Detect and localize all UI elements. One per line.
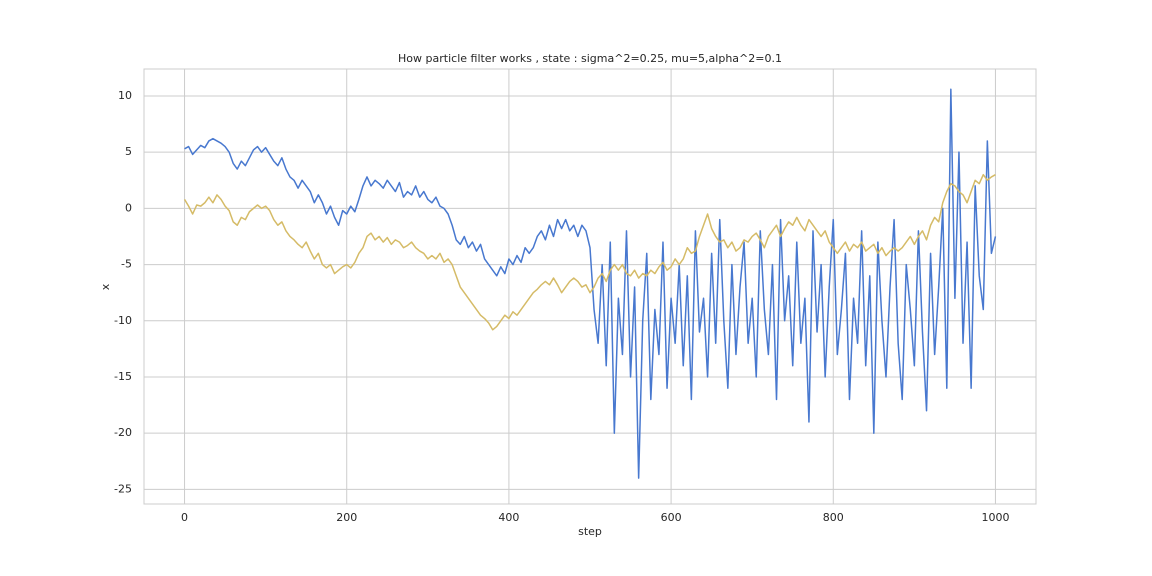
y-tick-label: 0: [125, 201, 132, 214]
y-tick-label: -25: [114, 482, 132, 495]
x-tick-label: 200: [336, 511, 357, 524]
y-axis-label: x: [99, 283, 112, 290]
chart-title: How particle filter works , state : sigm…: [398, 52, 782, 65]
x-tick-label: 1000: [981, 511, 1009, 524]
y-tick-label: -20: [114, 426, 132, 439]
x-tick-label: 800: [823, 511, 844, 524]
plot-frame: [143, 68, 1037, 505]
y-tick-label: 10: [118, 89, 132, 102]
x-axis-label: step: [578, 525, 602, 538]
series-line: [184, 88, 997, 479]
x-tick-label: 400: [498, 511, 519, 524]
y-tick-label: -15: [114, 370, 132, 383]
x-tick-label: 0: [181, 511, 188, 524]
y-tick-label: -10: [114, 314, 132, 327]
y-tick-label: 5: [125, 145, 132, 158]
series-line: [183, 173, 996, 331]
x-tick-label: 600: [661, 511, 682, 524]
y-tick-label: -5: [121, 258, 132, 271]
